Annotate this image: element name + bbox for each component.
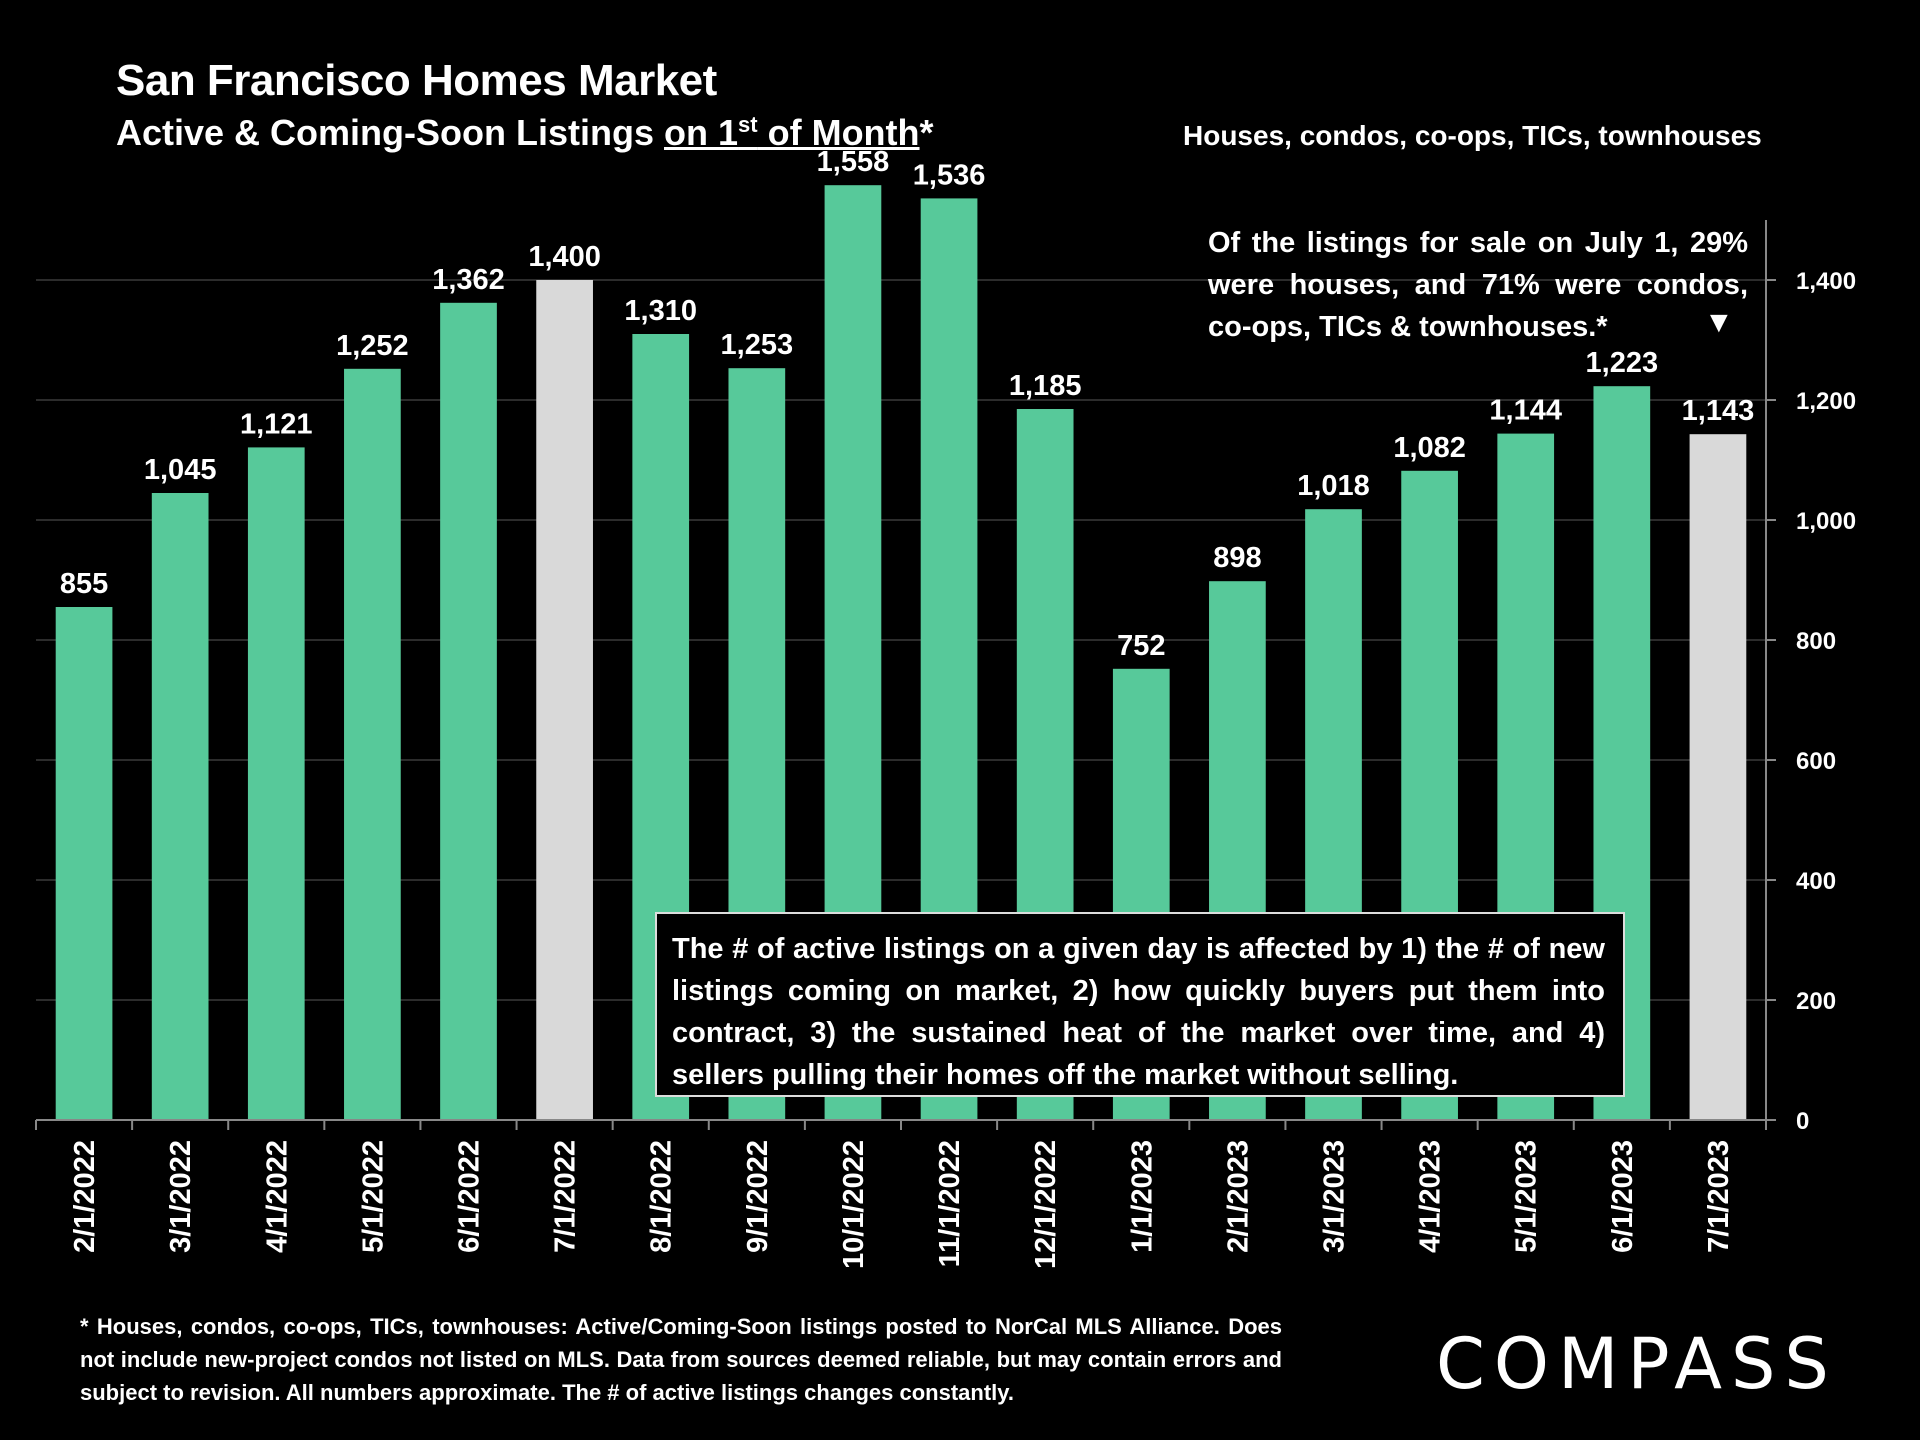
y-tick-label: 600 [1796, 748, 1836, 775]
bar [344, 368, 401, 1120]
data-label: 1,144 [1489, 395, 1562, 427]
subtitle-sup: st [738, 112, 758, 137]
bar [247, 447, 305, 1120]
y-tick-label: 800 [1796, 628, 1836, 655]
subtitle-post: * [919, 112, 934, 153]
y-tick-label: 1,000 [1796, 508, 1856, 535]
x-tick-label: 9/1/2022 [742, 1140, 774, 1253]
july-composition-note: Of the listings for sale on July 1, 29% … [1208, 227, 1748, 343]
x-tick-label: 6/1/2023 [1607, 1140, 1639, 1253]
compass-logo: COMPASS [1436, 1323, 1838, 1405]
bar [536, 280, 593, 1120]
x-tick-label: 3/1/2023 [1319, 1140, 1351, 1253]
data-label: 1,223 [1586, 347, 1659, 379]
x-tick-label: 7/1/2023 [1703, 1140, 1735, 1253]
data-label: 1,252 [336, 330, 409, 362]
property-scope-label: Houses, condos, co-ops, TICs, townhouses [1183, 120, 1762, 151]
x-tick-label: 4/1/2022 [261, 1140, 293, 1253]
x-tick-label: 10/1/2022 [838, 1140, 870, 1269]
x-tick-label: 5/1/2022 [357, 1140, 389, 1253]
footnote: * Houses, condos, co-ops, TICs, townhous… [80, 1314, 1282, 1405]
data-label: 1,045 [144, 454, 217, 486]
data-label: 1,362 [432, 264, 505, 296]
subtitle-u2: of Month [757, 112, 920, 153]
data-label: 1,185 [1009, 370, 1082, 402]
chart-subtitle: Active & Coming-Soon Listings on 1st of … [116, 112, 934, 154]
data-label: 1,400 [528, 241, 601, 273]
subtitle-u1: on 1 [664, 112, 739, 153]
bar [1689, 434, 1747, 1120]
data-label: 1,536 [913, 159, 986, 191]
data-label: 752 [1117, 630, 1165, 662]
y-tick-label: 400 [1796, 868, 1836, 895]
x-tick-label: 2/1/2022 [69, 1140, 101, 1253]
bar [440, 302, 497, 1120]
x-tick-label: 2/1/2023 [1222, 1140, 1254, 1253]
subtitle-underlined: on 1st of Month [664, 112, 920, 153]
data-label: 855 [60, 568, 108, 600]
subtitle-pre: Active & Coming-Soon Listings [116, 112, 665, 153]
down-arrow-icon: ▼ [1704, 306, 1734, 339]
x-tick-label: 5/1/2023 [1511, 1140, 1543, 1253]
x-tick-label: 11/1/2022 [934, 1140, 966, 1267]
data-label: 1,558 [817, 146, 890, 178]
x-tick-label: 3/1/2022 [165, 1140, 197, 1253]
data-label: 1,018 [1297, 470, 1370, 502]
page-title: San Francisco Homes Market [116, 56, 717, 105]
bar [151, 493, 209, 1120]
x-tick-label: 6/1/2022 [454, 1140, 486, 1253]
bar-chart: 855 1,045 1,121 1,252 1,362 1,400 1,310 1,253 1,… [35, 146, 1856, 1269]
y-tick-label: 1,400 [1796, 268, 1856, 295]
x-tick-label: 12/1/2022 [1030, 1140, 1062, 1269]
x-tick-label: 7/1/2022 [550, 1140, 582, 1253]
data-label: 1,310 [624, 295, 697, 327]
bar [55, 607, 113, 1120]
data-label: 1,253 [721, 329, 794, 361]
x-tick-label: 4/1/2023 [1415, 1140, 1447, 1253]
data-label: 898 [1213, 542, 1261, 574]
data-label: 1,082 [1393, 432, 1466, 464]
gridlines [36, 279, 1766, 1001]
axes: 0 200 400 600 800 1,000 1,200 1,400 2/1/2022 3/1/… [35, 220, 1856, 1269]
data-label: 1,121 [240, 408, 313, 440]
y-tick-label: 0 [1796, 1108, 1809, 1135]
listings-explanation-box: The # of active listings on a given day … [655, 912, 1625, 1097]
x-tick-label: 8/1/2022 [646, 1140, 678, 1253]
y-tick-label: 200 [1796, 988, 1836, 1015]
data-label: 1,143 [1682, 395, 1755, 427]
x-tick-label: 1/1/2023 [1126, 1140, 1158, 1253]
y-tick-label: 1,200 [1796, 388, 1856, 415]
